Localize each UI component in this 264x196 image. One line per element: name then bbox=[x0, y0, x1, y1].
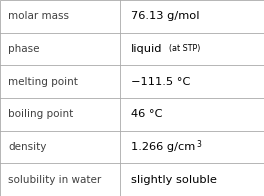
Text: phase: phase bbox=[8, 44, 39, 54]
Text: −111.5 °C: −111.5 °C bbox=[131, 77, 190, 87]
Text: melting point: melting point bbox=[8, 77, 78, 87]
Text: (at STP): (at STP) bbox=[169, 44, 200, 54]
Text: molar mass: molar mass bbox=[8, 11, 69, 21]
Text: 76.13 g/mol: 76.13 g/mol bbox=[131, 11, 199, 21]
Text: slightly soluble: slightly soluble bbox=[131, 175, 216, 185]
Text: solubility in water: solubility in water bbox=[8, 175, 101, 185]
Text: 3: 3 bbox=[196, 140, 201, 149]
Text: 46 °C: 46 °C bbox=[131, 109, 162, 119]
Text: liquid: liquid bbox=[131, 44, 162, 54]
Text: boiling point: boiling point bbox=[8, 109, 73, 119]
Text: density: density bbox=[8, 142, 46, 152]
Text: 1.266 g/cm: 1.266 g/cm bbox=[131, 142, 195, 152]
